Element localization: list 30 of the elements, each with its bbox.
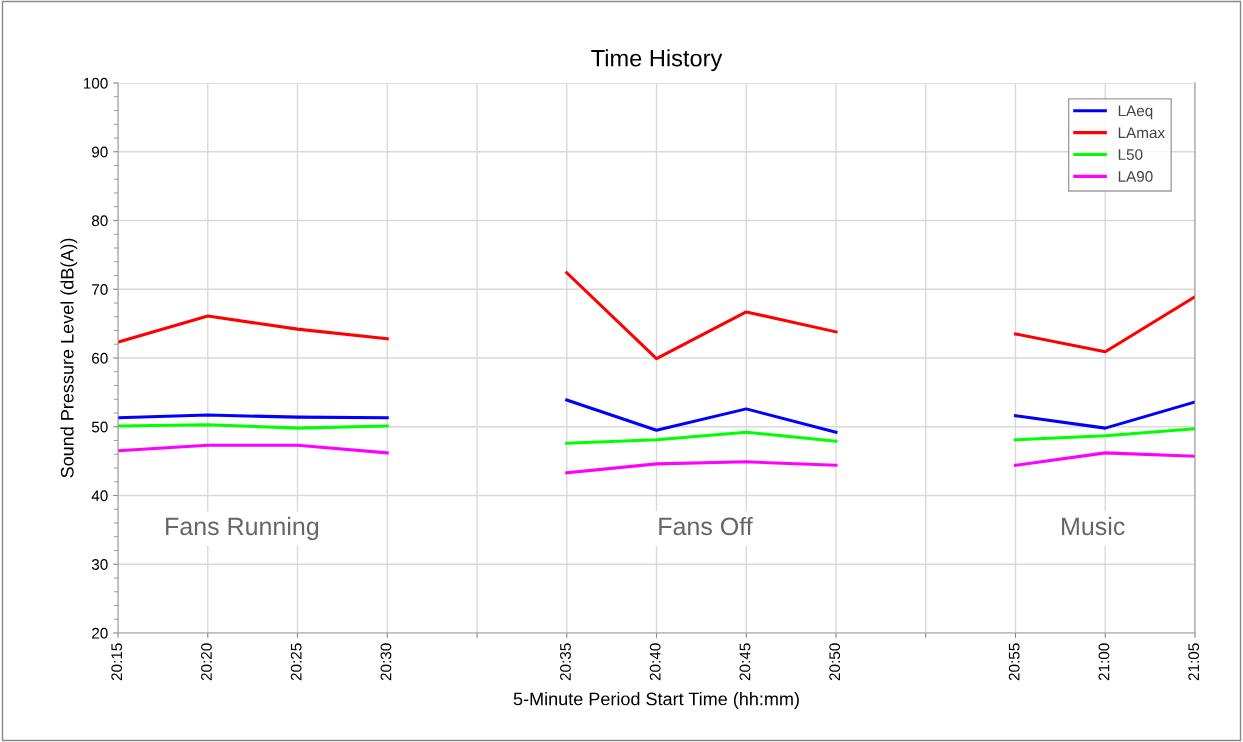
y-tick-label: 30 (91, 559, 108, 570)
x-axis-title: 5-Minute Period Start Time (hh:mm) (513, 692, 799, 709)
x-tick-label: 20:25 (290, 643, 302, 681)
legend-label: L50 (1118, 149, 1143, 160)
legend-label: LAeq (1118, 105, 1153, 120)
x-tick-label: 20:30 (380, 643, 392, 681)
y-tick-label: 80 (91, 215, 108, 227)
annotation: Fans Off (659, 516, 753, 536)
x-tick-label: 20:55 (1008, 643, 1020, 681)
y-tick-label: 100 (83, 77, 108, 89)
chart-title: Time History (591, 49, 723, 72)
y-tick-label: 70 (92, 284, 108, 295)
x-tick-label: 20:40 (649, 643, 661, 681)
x-tick-label: 20:45 (739, 643, 751, 681)
legend-label: LAmax (1118, 127, 1165, 139)
y-axis-title: Sound Pressure Level (dB(A)) (60, 238, 78, 478)
x-tick-label: 21:05 (1188, 643, 1200, 681)
y-tick-label: 90 (92, 146, 108, 158)
x-tick-label: 21:00 (1098, 643, 1110, 681)
y-tick-label: 20 (92, 627, 108, 639)
legend-label: LA90 (1118, 171, 1153, 182)
x-tick-label: 20:50 (829, 643, 841, 681)
y-tick-label: 60 (92, 352, 108, 364)
y-tick-label: 40 (91, 490, 108, 502)
annotation: Music (1062, 516, 1125, 536)
x-tick-label: 20:35 (560, 643, 571, 681)
x-tick-label: 20:20 (201, 643, 212, 681)
annotation: Fans Running (166, 516, 319, 541)
y-tick-label: 50 (91, 421, 108, 433)
x-tick-label: 20:15 (111, 643, 123, 681)
